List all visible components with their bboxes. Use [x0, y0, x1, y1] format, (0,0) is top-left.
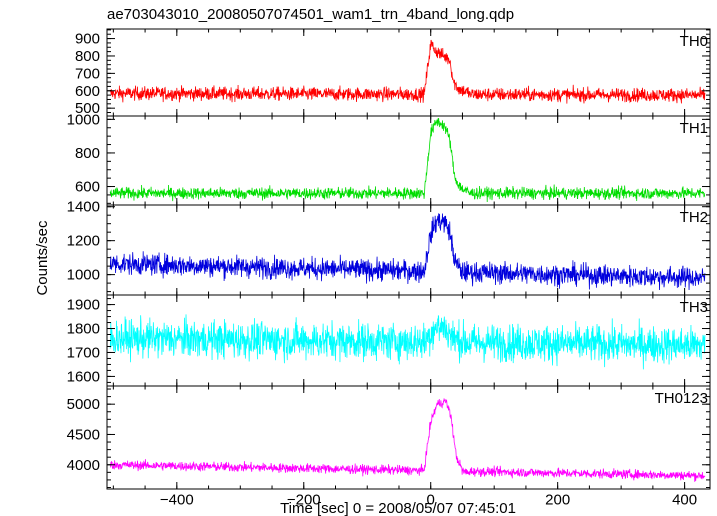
y-tick-label: 800: [75, 145, 100, 162]
y-tick-label: 1700: [67, 344, 100, 361]
x-tick-label: 200: [545, 491, 570, 508]
panel-th2: 1000 1200 1400 TH2: [67, 199, 711, 296]
panel-label-th0: TH0: [680, 33, 708, 50]
x-tick-label: −400: [160, 491, 194, 508]
y-tick-label: 1400: [67, 199, 100, 216]
x-tick-label: 400: [672, 491, 697, 508]
panel-th0123: 4000 4500 5000 TH0123: [67, 385, 711, 490]
x-axis-label: Time [sec] 0 = 2008/05/07 07:45:01: [280, 500, 516, 516]
chart-title: ae703043010_20080507074501_wam1_trn_4ban…: [107, 6, 514, 23]
x-tick-label: 0: [427, 491, 435, 508]
panel-label-th0123: TH0123: [655, 390, 708, 407]
panel-label-th3: TH3: [680, 299, 708, 316]
light-curve-th0123: [109, 398, 706, 482]
light-curve-th3: [109, 314, 706, 370]
panel-frame: [106, 385, 711, 490]
panel-th1: 600 800 1000 TH1: [67, 111, 711, 206]
y-tick-label: 1000: [67, 111, 100, 128]
light-curve-th1: [109, 118, 705, 203]
panel-frame: [106, 204, 711, 296]
panel-label-th1: TH1: [680, 120, 708, 137]
y-tick-label: 4500: [67, 426, 100, 443]
y-axis-label: Counts/sec: [34, 220, 51, 296]
panel-frame: [106, 28, 711, 117]
y-tick-label: 5000: [67, 396, 100, 413]
y-tick-label: 1200: [67, 233, 100, 250]
y-tick-label: 1900: [67, 297, 100, 314]
y-tick-label: 800: [75, 48, 100, 65]
y-tick-label: 700: [75, 65, 100, 82]
panel-label-th2: TH2: [680, 209, 708, 226]
y-tick-label: 600: [75, 83, 100, 100]
panel-th3: 1600 1700 1800 1900 TH3: [67, 294, 711, 387]
light-curve-th2: [109, 213, 706, 291]
y-tick-label: 900: [75, 31, 100, 48]
y-tick-label: 600: [75, 179, 100, 196]
y-tick-label: 500: [75, 100, 100, 117]
y-tick-label: 1600: [67, 368, 100, 385]
light-curve-th0: [109, 39, 706, 104]
y-tick-label: 1800: [67, 321, 100, 338]
y-tick-label: 4000: [67, 457, 100, 474]
x-axis-ticks: −400 −200 0 200 400: [160, 491, 697, 508]
y-tick-label: 1000: [67, 267, 100, 284]
x-tick-label: −200: [287, 491, 321, 508]
